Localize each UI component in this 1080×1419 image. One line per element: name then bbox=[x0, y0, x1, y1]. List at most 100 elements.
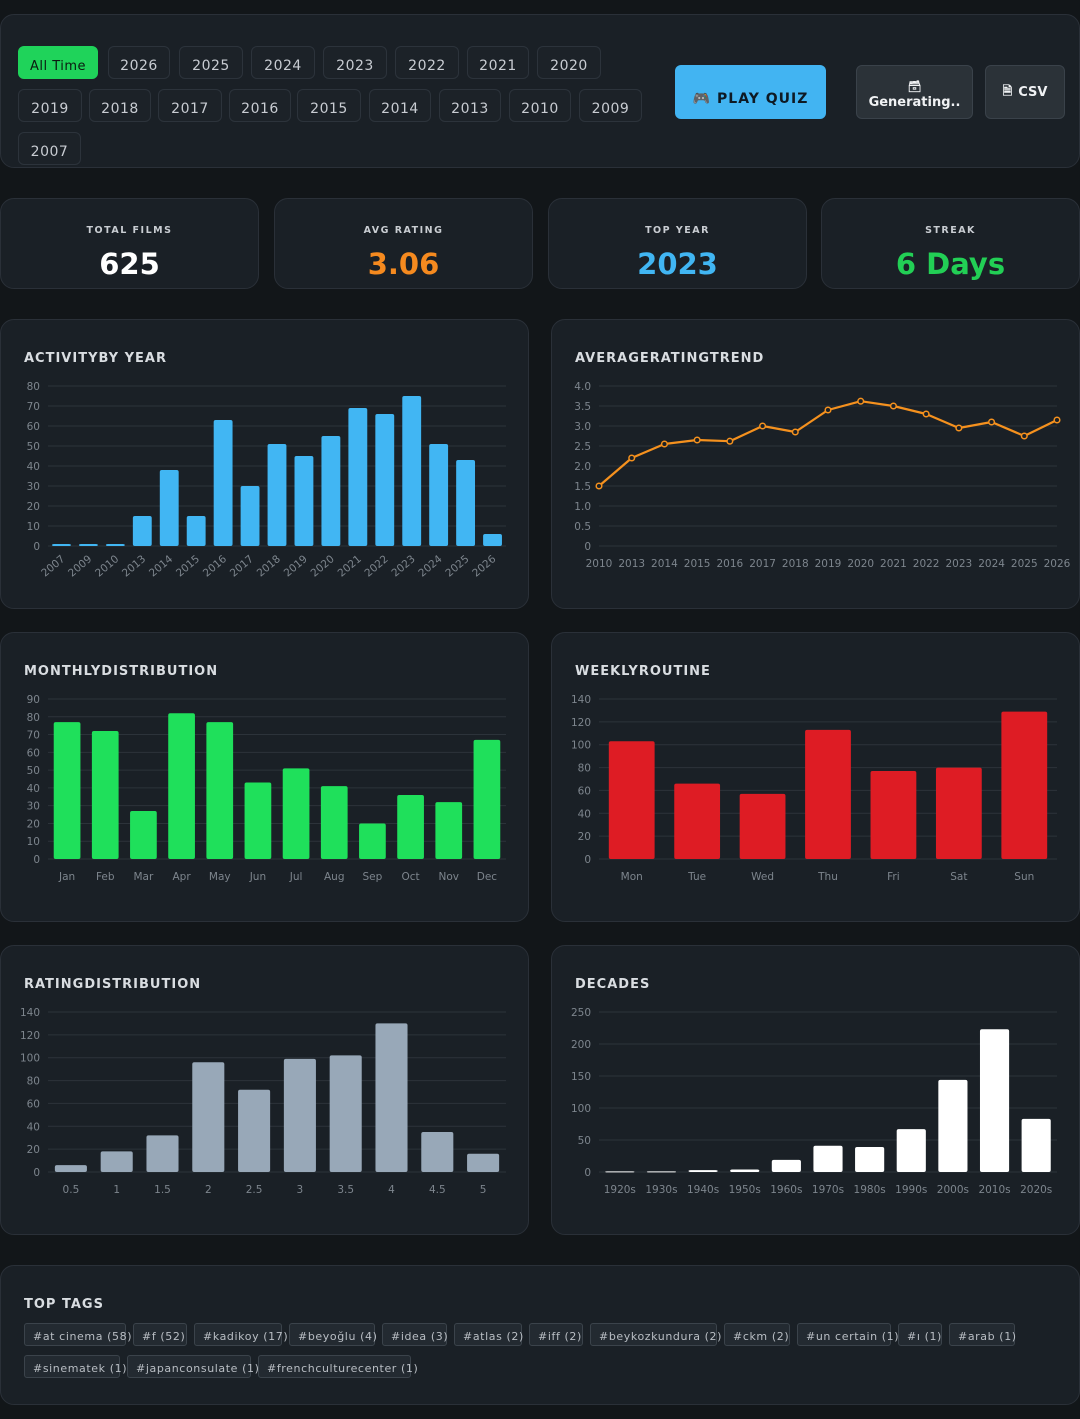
bar-2010s[interactable] bbox=[979, 1029, 1010, 1172]
bar-1920s[interactable] bbox=[605, 1171, 635, 1173]
point-2018[interactable] bbox=[791, 428, 799, 436]
bar-2017[interactable] bbox=[240, 486, 260, 546]
tag-chip[interactable]: #kadikoy (17) bbox=[194, 1323, 288, 1346]
bar-3.5[interactable] bbox=[329, 1055, 362, 1172]
bar-Fri[interactable] bbox=[870, 771, 917, 859]
bar-Jul[interactable] bbox=[282, 768, 310, 859]
bar-2025[interactable] bbox=[456, 460, 476, 546]
year-button-2015[interactable]: 2015 bbox=[297, 89, 361, 122]
point-2010[interactable] bbox=[595, 482, 603, 490]
bar-Jun[interactable] bbox=[244, 782, 272, 859]
bar-Dec[interactable] bbox=[473, 739, 501, 859]
year-button-2020[interactable]: 2020 bbox=[537, 46, 601, 79]
bar-Thu[interactable] bbox=[805, 729, 851, 859]
point-2017[interactable] bbox=[759, 422, 767, 430]
point-2014[interactable] bbox=[660, 440, 668, 448]
bar-3[interactable] bbox=[283, 1058, 316, 1172]
bar-1970s[interactable] bbox=[813, 1145, 843, 1172]
year-button-2019[interactable]: 2019 bbox=[18, 89, 82, 122]
bar-2024[interactable] bbox=[429, 444, 449, 546]
bar-2022[interactable] bbox=[375, 414, 395, 546]
year-button-2023[interactable]: 2023 bbox=[323, 46, 387, 79]
tag-chip[interactable]: #un certain (1) bbox=[797, 1323, 899, 1346]
tag-chip[interactable]: #atlas (2) bbox=[454, 1323, 523, 1346]
bar-May[interactable] bbox=[206, 722, 234, 859]
bar-2007[interactable] bbox=[52, 544, 71, 546]
year-button-2010[interactable]: 2010 bbox=[509, 89, 571, 122]
bar-1940s[interactable] bbox=[688, 1170, 718, 1172]
year-button-2014[interactable]: 2014 bbox=[369, 89, 431, 122]
bar-2021[interactable] bbox=[348, 408, 368, 546]
point-2023[interactable] bbox=[955, 424, 963, 432]
bar-2[interactable] bbox=[192, 1062, 225, 1172]
year-button-2025[interactable]: 2025 bbox=[179, 46, 243, 79]
bar-Wed[interactable] bbox=[739, 793, 786, 859]
bar-Mar[interactable] bbox=[130, 811, 157, 859]
bar-1930s[interactable] bbox=[646, 1171, 677, 1173]
generating-button[interactable]: 🗃 Generating.. bbox=[856, 65, 973, 119]
bar-2015[interactable] bbox=[186, 516, 206, 546]
point-2020[interactable] bbox=[857, 397, 865, 405]
bar-5[interactable] bbox=[467, 1153, 500, 1172]
tag-chip[interactable]: #beyoğlu (4) bbox=[289, 1323, 377, 1346]
year-button-2007[interactable]: 2007 bbox=[18, 132, 81, 165]
point-2013[interactable] bbox=[628, 454, 636, 462]
year-button-2026[interactable]: 2026 bbox=[108, 46, 170, 79]
tag-chip[interactable]: #japanconsulate (1) bbox=[127, 1355, 259, 1378]
bar-Feb[interactable] bbox=[91, 731, 119, 859]
play-quiz-button[interactable]: 🎮 PLAY QUIZ bbox=[675, 65, 826, 119]
bar-4.5[interactable] bbox=[421, 1132, 454, 1172]
year-button-2017[interactable]: 2017 bbox=[158, 89, 222, 122]
point-2015[interactable] bbox=[693, 436, 701, 444]
year-button-2022[interactable]: 2022 bbox=[395, 46, 459, 79]
bar-2014[interactable] bbox=[159, 470, 179, 546]
point-2026[interactable] bbox=[1053, 416, 1061, 424]
bar-2020s[interactable] bbox=[1021, 1118, 1051, 1172]
tag-chip[interactable]: #ckm (2) bbox=[724, 1323, 790, 1346]
tag-chip[interactable]: #at cinema (58) bbox=[24, 1323, 132, 1346]
bar-1950s[interactable] bbox=[730, 1169, 760, 1172]
point-2021[interactable] bbox=[889, 402, 897, 410]
bar-2020[interactable] bbox=[321, 436, 341, 546]
year-button-2013[interactable]: 2013 bbox=[439, 89, 501, 122]
year-button-2024[interactable]: 2024 bbox=[251, 46, 315, 79]
tag-chip[interactable]: #idea (3) bbox=[382, 1323, 448, 1346]
tag-chip[interactable]: #iff (2) bbox=[529, 1323, 583, 1346]
point-2019[interactable] bbox=[824, 406, 832, 414]
bar-Sat[interactable] bbox=[935, 767, 982, 859]
bar-1.5[interactable] bbox=[146, 1135, 179, 1172]
bar-Apr[interactable] bbox=[168, 713, 195, 859]
bar-Tue[interactable] bbox=[674, 783, 721, 859]
bar-Mon[interactable] bbox=[608, 741, 655, 859]
year-button-2018[interactable]: 2018 bbox=[89, 89, 151, 122]
bar-Oct[interactable] bbox=[397, 795, 424, 859]
bar-0.5[interactable] bbox=[54, 1165, 87, 1172]
point-2016[interactable] bbox=[726, 437, 734, 445]
tag-chip[interactable]: #beykozkundura (2) bbox=[590, 1323, 721, 1346]
bar-2016[interactable] bbox=[213, 420, 233, 546]
bar-1980s[interactable] bbox=[855, 1147, 885, 1172]
bar-2023[interactable] bbox=[402, 396, 422, 546]
bar-1[interactable] bbox=[100, 1151, 133, 1172]
point-2024[interactable] bbox=[988, 418, 996, 426]
bar-2.5[interactable] bbox=[238, 1089, 271, 1172]
bar-Sun[interactable] bbox=[1001, 711, 1048, 859]
bar-Sep[interactable] bbox=[359, 823, 386, 859]
bar-2009[interactable] bbox=[78, 544, 98, 546]
bar-1990s[interactable] bbox=[896, 1129, 926, 1172]
tag-chip[interactable]: #arab (1) bbox=[949, 1323, 1016, 1346]
tag-chip[interactable]: #frenchculturecenter (1) bbox=[258, 1355, 418, 1378]
bar-2013[interactable] bbox=[132, 516, 152, 546]
bar-2018[interactable] bbox=[267, 444, 287, 546]
bar-Aug[interactable] bbox=[320, 786, 348, 859]
year-button-2009[interactable]: 2009 bbox=[579, 89, 642, 122]
point-2022[interactable] bbox=[922, 410, 930, 418]
bar-Jan[interactable] bbox=[53, 722, 81, 859]
bar-2026[interactable] bbox=[483, 534, 502, 546]
bar-2000s[interactable] bbox=[938, 1079, 968, 1172]
point-2025[interactable] bbox=[1020, 432, 1028, 440]
tag-chip[interactable]: #sinematek (1) bbox=[24, 1355, 127, 1378]
csv-button[interactable]: 🗎 CSV bbox=[985, 65, 1065, 119]
tag-chip[interactable]: #ı (1) bbox=[898, 1323, 942, 1346]
tag-chip[interactable]: #f (52) bbox=[133, 1323, 187, 1346]
